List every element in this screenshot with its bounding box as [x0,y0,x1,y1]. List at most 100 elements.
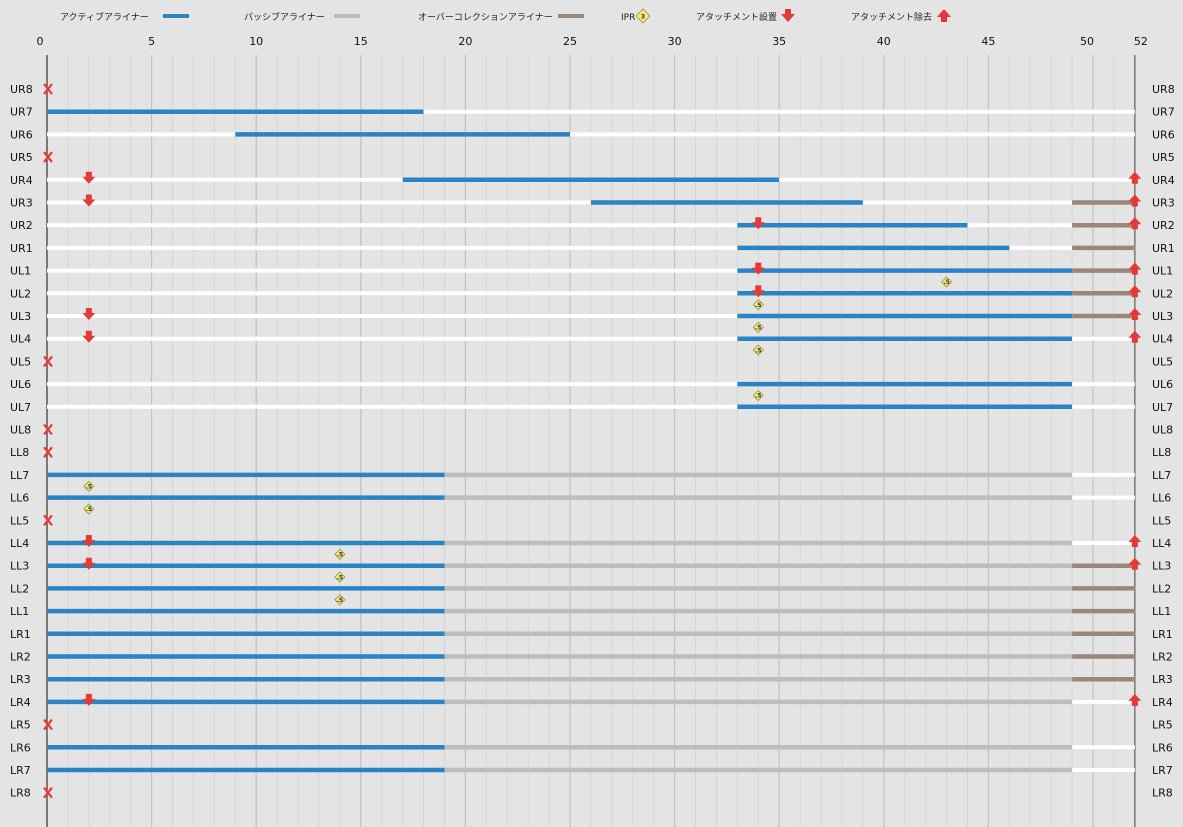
tooth-label-right: UL2 [1152,287,1173,300]
attachment-remove-arrow-icon [1128,217,1142,230]
x-tick-label: 5 [148,35,155,48]
tooth-label-left: UR7 [10,106,33,119]
tooth-row-ur3: UR3 UR3 [10,194,1175,210]
missing-tooth-x-icon [43,787,53,799]
tooth-label-right: UR1 [1152,242,1175,255]
tooth-label-right: LL6 [1152,492,1171,505]
tooth-row-ur4: UR4 UR4 [10,171,1175,187]
ipr-value-label: .5 [86,483,92,490]
tooth-label-right: UR6 [1152,128,1175,141]
tooth-label-right: UL5 [1152,355,1173,368]
attachment-place-arrow-icon [82,535,96,547]
tooth-label-right: UL1 [1152,265,1173,278]
tooth-label-right: LR1 [1152,628,1173,641]
ipr-value-label: .5 [86,506,92,513]
ipr-value-label: .5 [755,393,761,400]
tooth-row-ul2: UL2 UL2 .5 [10,285,1173,311]
tooth-label-left: LL6 [10,492,29,505]
tooth-row-ul4: UL4 UL4 .5 [10,330,1173,356]
missing-tooth-x-icon [43,355,53,368]
tooth-row-lr8: LR8 LR8 [10,787,1173,800]
tooth-row-ll3: LL3 LL3 .5 [10,557,1171,583]
missing-tooth-x-icon [43,514,53,526]
tooth-row-ll7: LL7 LL7 .5 [10,469,1171,492]
attachment-remove-arrow-icon [1128,171,1142,184]
tooth-label-right: LR8 [1152,787,1173,800]
legend-ipr-label: IPR [621,13,635,23]
tooth-row-lr6: LR6 LR6 [10,741,1173,754]
tooth-label-left: LR5 [10,719,31,732]
tooth-label-right: LL2 [1152,582,1171,595]
tooth-row-ur6: UR6 UR6 [10,128,1175,141]
x-tick-label: 45 [981,35,995,48]
tooth-label-left: LL3 [10,560,29,573]
tooth-row-lr5: LR5 LR5 [10,719,1173,732]
tooth-row-ll1: LL1 LL1 [10,605,1171,618]
x-tick-label: 15 [354,35,368,48]
x-tick-label: 20 [458,35,472,48]
ipr-diamond-icon [752,344,764,356]
tooth-label-left: LR8 [10,787,31,800]
x-tick-label: 30 [668,35,682,48]
attachment-remove-arrow-icon [1128,194,1142,207]
tooth-label-left: LR4 [10,696,31,709]
attachment-remove-arrow-icon [1128,285,1142,298]
attachment-remove-arrow-icon [1128,330,1142,343]
tooth-label-right: LR4 [1152,696,1173,709]
tooth-label-right: UL6 [1152,378,1173,391]
tooth-label-right: UR3 [1152,197,1175,210]
tooth-label-left: UR3 [10,197,33,210]
tooth-row-lr3: LR3 LR3 [10,673,1173,686]
tooth-label-right: UR8 [1152,83,1175,96]
ipr-value-label: .5 [755,302,761,309]
attachment-place-arrow-icon [82,330,96,343]
attachment-place-arrow-icon [82,308,96,320]
tooth-label-right: UR4 [1152,174,1175,187]
tooth-label-left: LL5 [10,514,29,527]
tooth-label-right: UL4 [1152,333,1173,346]
tooth-row-ur7: UR7 UR7 [10,106,1175,119]
tooth-label-right: LL8 [1152,446,1171,459]
tooth-row-ul3: UL3 UL3 .5 [10,308,1173,333]
tooth-label-left: LR6 [10,741,31,754]
attachment-place-arrow-icon [82,171,96,184]
tooth-label-left: UR4 [10,174,33,187]
attachment-place-arrow-icon [751,217,765,230]
ipr-value-label: .5 [337,552,343,559]
tooth-label-right: LR6 [1152,741,1173,754]
tooth-row-ul6: UL6 UL6 .5 [10,378,1173,401]
attachment-place-arrow-icon [82,693,96,706]
tooth-label-right: UL8 [1152,424,1173,437]
tooth-row-ur2: UR2 UR2 [10,217,1175,232]
attachment-remove-arrow-icon [1128,535,1142,547]
x-tick-label: 50 [1080,35,1094,48]
ipr-value-label: .5 [337,574,343,581]
x-tick-label: 25 [563,35,577,48]
tooth-label-right: LL5 [1152,514,1171,527]
tooth-label-left: UL8 [10,424,31,437]
attachment-place-arrow-icon [82,194,96,207]
tooth-row-ll6: LL6 LL6 .5 [10,492,1171,515]
tooth-label-left: LR7 [10,764,31,777]
tooth-label-right: UL3 [1152,310,1173,323]
tooth-label-left: UR1 [10,242,33,255]
missing-tooth-x-icon [43,718,53,731]
attachment-place-arrow-icon [751,262,765,275]
ipr-diamond-icon [83,480,95,492]
legend-active-label: アクティブアライナー [60,11,149,23]
x-axis: 0 5 10 15 20 25 30 35 40 45 50 52 [37,35,1148,827]
tooth-label-left: LR1 [10,628,31,641]
tooth-row-ur5: UR5 UR5 [10,151,1175,164]
tooth-label-right: UR7 [1152,106,1175,119]
ipr-diamond-icon [334,571,346,583]
tooth-label-right: UR2 [1152,219,1175,232]
ipr-value-label: .5 [755,347,761,354]
arrow-down-icon [781,9,795,22]
tooth-label-left: LL7 [10,469,29,482]
tooth-label-left: LR2 [10,651,31,664]
tooth-row-ur8: UR8 UR8 [10,83,1175,96]
missing-tooth-x-icon [43,423,53,436]
tooth-label-right: LL1 [1152,605,1171,618]
